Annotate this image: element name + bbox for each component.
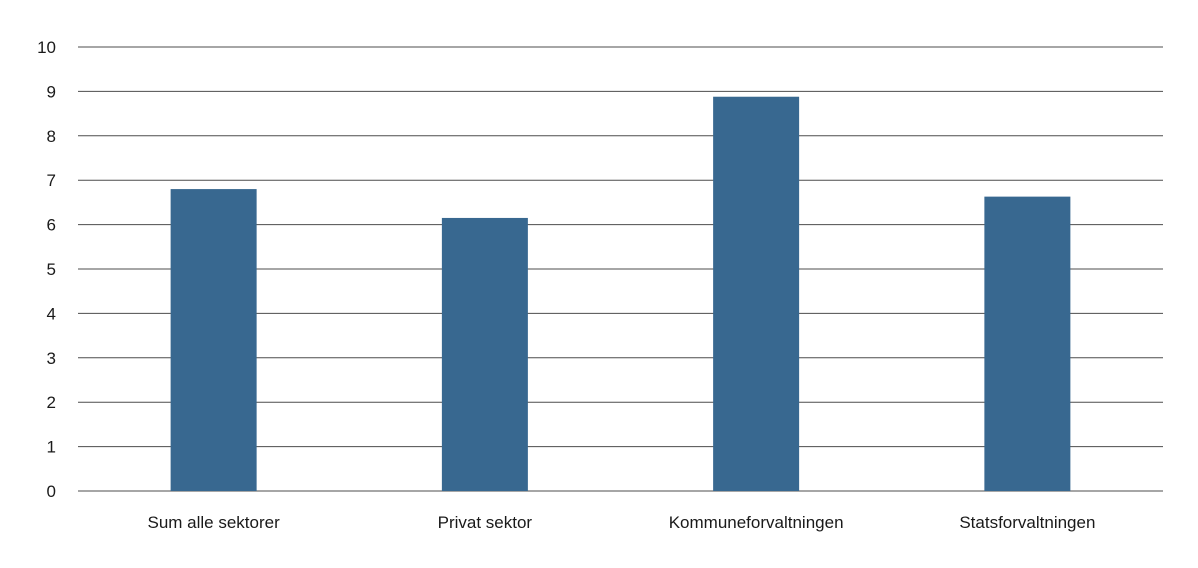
x-category-label: Kommuneforvaltningen: [669, 513, 844, 532]
gridlines: [78, 46, 1163, 492]
y-tick-label: 10: [37, 38, 56, 57]
y-axis-tick-labels: 0 1 2 3 4 5 6 7 8 9 10: [37, 38, 56, 501]
y-tick-label: 0: [47, 482, 56, 501]
y-tick-label: 9: [47, 82, 56, 101]
x-axis-category-labels: Sum alle sektorer Privat sektor Kommunefor…: [147, 513, 1095, 532]
bars: [170, 96, 1071, 492]
x-category-label: Sum alle sektorer: [147, 513, 280, 532]
y-tick-label: 6: [47, 216, 56, 235]
bar-3: [984, 196, 1071, 492]
x-category-label: Privat sektor: [438, 513, 533, 532]
y-tick-label: 8: [47, 127, 56, 146]
bar-1: [441, 217, 528, 491]
y-tick-label: 5: [47, 260, 56, 279]
x-category-label: Statsforvaltningen: [959, 513, 1095, 532]
y-tick-label: 7: [47, 171, 56, 190]
bar-0: [170, 189, 257, 491]
bar-2: [713, 96, 800, 491]
y-tick-label: 2: [47, 393, 56, 412]
y-tick-label: 3: [47, 349, 56, 368]
y-tick-label: 4: [47, 304, 56, 323]
y-tick-label: 1: [47, 438, 56, 457]
